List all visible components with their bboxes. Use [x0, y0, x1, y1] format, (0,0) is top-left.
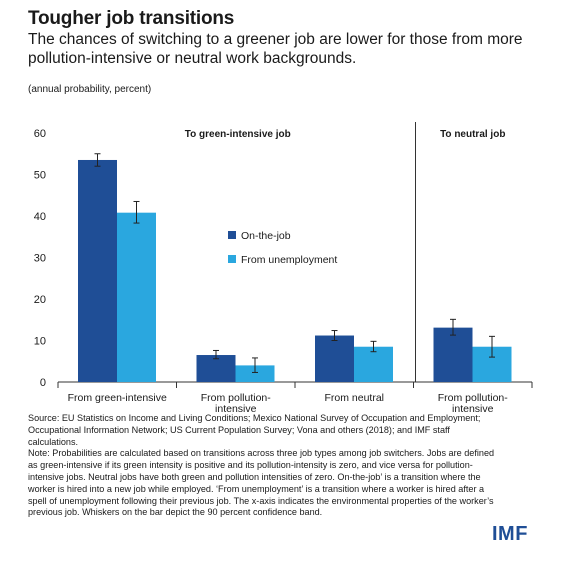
bar [78, 159, 117, 382]
bar [117, 212, 156, 382]
y-tick-label: 20 [34, 294, 46, 306]
y-tick-label: 50 [34, 170, 46, 182]
legend-label: From unemployment [241, 254, 337, 266]
bar [354, 346, 393, 382]
imf-logo: IMF [492, 523, 528, 545]
legend-label: On-the-job [241, 230, 291, 242]
y-tick-label: 0 [40, 377, 46, 389]
x-category-label: From green-intensive [68, 392, 167, 404]
chart-title: Tougher job transitions [28, 8, 235, 29]
bar [433, 327, 473, 382]
chart-notes: Source: EU Statistics on Income and Livi… [28, 413, 498, 519]
legend-swatch [228, 255, 236, 263]
bar [196, 355, 236, 382]
y-tick-label: 40 [34, 211, 46, 223]
source-note: Source: EU Statistics on Income and Livi… [28, 413, 481, 447]
bar [315, 335, 354, 382]
y-tick-label: 30 [34, 253, 46, 265]
y-tick-label: 10 [34, 336, 46, 348]
unit-note: (annual probability, percent) [28, 84, 152, 95]
panel-title: To green-intensive job [185, 129, 291, 140]
x-category-label: From neutral [324, 392, 384, 404]
y-tick-label: 60 [34, 128, 46, 140]
chart-subtitle: The chances of switching to a greener jo… [28, 31, 523, 67]
legend-swatch [228, 231, 236, 239]
panel-title: To neutral job [440, 129, 505, 140]
x-category-label: From pollution-intensive [201, 392, 272, 415]
bar-chart: 0 10 20 30 40 50 60 To green-intensive job To n… [34, 122, 533, 415]
x-category-label: From pollution-intensive [438, 392, 509, 415]
bar [235, 365, 275, 382]
methodology-note: Note: Probabilities are calculated based… [28, 448, 495, 518]
